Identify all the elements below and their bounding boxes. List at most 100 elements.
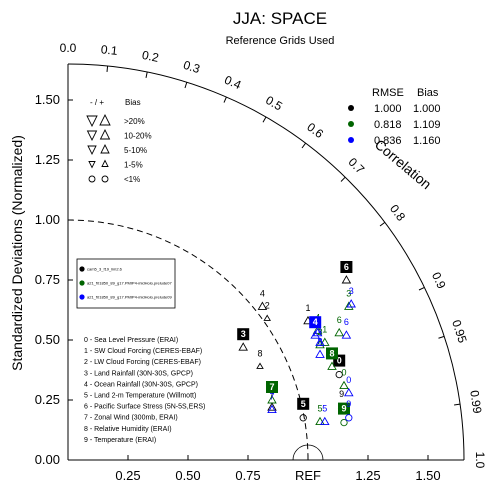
data-point: 4 xyxy=(257,288,268,310)
data-point-label: 8 xyxy=(317,336,322,346)
data-point-marker xyxy=(315,349,325,358)
data-point-label-box xyxy=(338,402,350,415)
bias-legend-title: Bias xyxy=(125,98,141,107)
data-point-label: 6 xyxy=(337,315,342,325)
data-point-marker xyxy=(341,275,352,284)
correlation-tick-mark xyxy=(262,116,267,123)
x-tick-label: REF xyxy=(295,468,321,483)
data-point-label: 0 xyxy=(341,368,346,378)
data-point: 6 xyxy=(340,261,353,284)
data-point: 8 xyxy=(326,347,338,370)
outer-correlation-arc xyxy=(67,63,465,461)
y-tick-label: 1.50 xyxy=(35,92,60,107)
data-point-marker xyxy=(320,416,330,426)
data-point-marker xyxy=(334,327,344,337)
stats-header-bias: Bias xyxy=(417,87,439,99)
data-point-label-box xyxy=(340,261,353,273)
data-point-label: 8 xyxy=(257,348,262,358)
data-point: 5 xyxy=(297,397,310,422)
x-tick-label: 0.50 xyxy=(175,468,200,483)
data-point: 1 xyxy=(315,324,325,346)
data-point-marker xyxy=(238,342,248,351)
y-axis-title: Standardized Deviations (Normalized) xyxy=(9,135,25,371)
data-point-label-box xyxy=(237,328,250,341)
y-tick-label: 1.25 xyxy=(35,152,60,167)
x-tick-label: 0.75 xyxy=(235,468,260,483)
data-point: 5 xyxy=(320,404,330,426)
data-point-marker xyxy=(263,314,271,321)
correlation-tick-label: 0.1 xyxy=(100,42,118,58)
stats-rmse-value: 0.836 xyxy=(374,135,402,147)
data-point-marker xyxy=(267,402,277,411)
variable-legend-item: 7 - Zonal Wind (300mb, ERAI) xyxy=(84,415,178,422)
variable-legend-item: 0 - Sea Level Pressure (ERAI) xyxy=(84,337,178,344)
correlation-tick-label: 0.99 xyxy=(467,389,484,414)
data-point-label: 7 xyxy=(269,382,274,392)
stats-header-rmse: RMSE xyxy=(372,87,404,99)
bias-triangle-up-icon xyxy=(99,128,111,140)
data-point-marker xyxy=(345,414,353,422)
data-point-marker xyxy=(341,330,352,339)
data-markers: 012345678901234567890123456789 xyxy=(237,261,356,427)
data-point: 3 xyxy=(344,288,354,310)
variable-legend: 0 - Sea Level Pressure (ERAI) 1 - SW Clou… xyxy=(84,337,205,444)
chart-title: JJA: SPACE xyxy=(233,9,327,28)
variable-legend-item: 1 - SW Cloud Forcing (CERES-EBAF) xyxy=(84,348,202,355)
y-tick-label: 0.50 xyxy=(35,332,60,347)
correlation-tick-mark xyxy=(106,65,109,73)
data-point-label: 5 xyxy=(317,404,322,414)
bias-triangle-down-icon xyxy=(86,115,98,128)
data-point-label: 6 xyxy=(344,262,349,272)
correlation-tick-label: 0.4 xyxy=(222,73,243,93)
correlation-tick-label: 0.9 xyxy=(429,270,449,291)
data-point-label: 5 xyxy=(322,404,327,414)
bias-legend-label: 1-5% xyxy=(124,161,143,170)
data-point-label: 1 xyxy=(305,303,310,313)
correlation-tick-label: 0.0 xyxy=(60,41,77,55)
bias-circle-icon xyxy=(88,175,96,183)
case-legend-dot-icon xyxy=(79,266,85,272)
data-point-label: 9 xyxy=(346,399,351,409)
bias-triangle-up-icon xyxy=(99,113,111,126)
data-point: 1 xyxy=(320,324,330,346)
bias-legend-label: 5-10% xyxy=(124,146,147,155)
data-point-marker xyxy=(340,418,348,427)
data-point: 2 xyxy=(263,300,271,321)
bias-triangle-up-icon xyxy=(101,159,109,167)
correlation-tick-mark xyxy=(438,335,445,339)
data-point-marker xyxy=(327,361,337,370)
data-point-label: 5 xyxy=(301,399,306,409)
chart-subtitle: Reference Grids Used xyxy=(226,35,335,47)
variable-legend-item: 2 - LW Cloud Forcing (CERES-EBAF) xyxy=(84,359,201,366)
data-point-label: 4 xyxy=(260,288,265,298)
data-point-label: 8 xyxy=(329,348,334,358)
data-point-label: 7 xyxy=(269,392,274,402)
y-tick-label: 0.75 xyxy=(35,272,60,287)
data-point-marker xyxy=(312,325,323,334)
correlation-tick-label: 0.7 xyxy=(346,155,368,177)
bias-triangle-down-icon xyxy=(87,145,97,156)
data-point: 7 xyxy=(267,392,277,414)
bias-legend-label: 10-20% xyxy=(124,132,152,141)
case-legend-dot-icon xyxy=(79,280,85,286)
correlation-tick-mark xyxy=(454,403,461,406)
data-point-label: 0 xyxy=(337,356,342,366)
data-point: 5 xyxy=(315,404,325,426)
data-point: 9 xyxy=(345,399,353,422)
variable-legend-item: 9 - Temperature (ERAI) xyxy=(84,437,156,444)
stats-bias-value: 1.000 xyxy=(413,103,441,115)
correlation-tick-label: 0.95 xyxy=(449,318,470,345)
correlation-tick-mark xyxy=(301,142,307,149)
data-point-label: 3 xyxy=(241,329,246,339)
bias-legend: - / + Bias >20% 10-20% 5-10% 1-5% <1% xyxy=(86,98,152,184)
data-point-label: 4 xyxy=(313,317,318,327)
data-point-marker xyxy=(310,330,320,339)
bias-triangle-down-icon xyxy=(88,161,96,169)
data-point: 0 xyxy=(339,368,349,390)
data-point-label: 6 xyxy=(344,317,349,327)
stats-rmse-value: 0.818 xyxy=(374,119,402,131)
variable-legend-item: 8 - Relative Humidity (ERAI) xyxy=(84,426,172,433)
stats-table: RMSE Bias 1.000 1.000 0.818 1.109 0.836 1.160 xyxy=(348,87,441,147)
data-point-label: 9 xyxy=(341,404,346,414)
data-point-label: 7 xyxy=(269,389,274,399)
